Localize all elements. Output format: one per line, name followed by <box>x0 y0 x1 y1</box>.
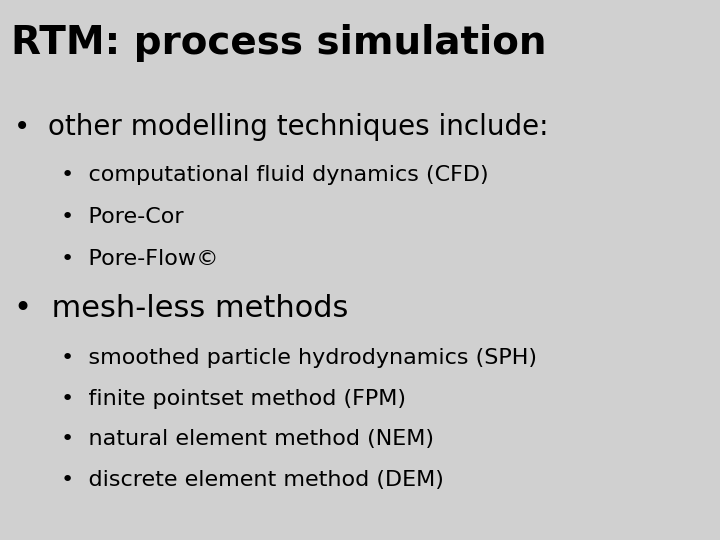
Text: •  Pore-Flow©: • Pore-Flow© <box>61 249 219 269</box>
Text: •  computational fluid dynamics (CFD): • computational fluid dynamics (CFD) <box>61 165 489 185</box>
Text: •  other modelling techniques include:: • other modelling techniques include: <box>14 113 549 141</box>
Text: •  finite pointset method (FPM): • finite pointset method (FPM) <box>61 389 406 409</box>
Text: •  Pore-Cor: • Pore-Cor <box>61 207 184 227</box>
Text: •  discrete element method (DEM): • discrete element method (DEM) <box>61 470 444 490</box>
Text: •  smoothed particle hydrodynamics (SPH): • smoothed particle hydrodynamics (SPH) <box>61 348 537 368</box>
Text: •  natural element method (NEM): • natural element method (NEM) <box>61 429 434 449</box>
Text: RTM: process simulation: RTM: process simulation <box>11 24 546 62</box>
Text: •  mesh-less methods: • mesh-less methods <box>14 294 348 323</box>
